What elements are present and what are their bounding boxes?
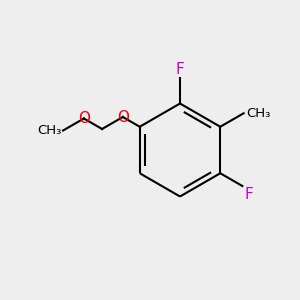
Text: O: O: [117, 110, 129, 124]
Text: F: F: [245, 187, 254, 202]
Text: F: F: [176, 62, 184, 77]
Text: O: O: [78, 111, 90, 126]
Text: CH₃: CH₃: [246, 107, 270, 120]
Text: CH₃: CH₃: [37, 124, 62, 137]
